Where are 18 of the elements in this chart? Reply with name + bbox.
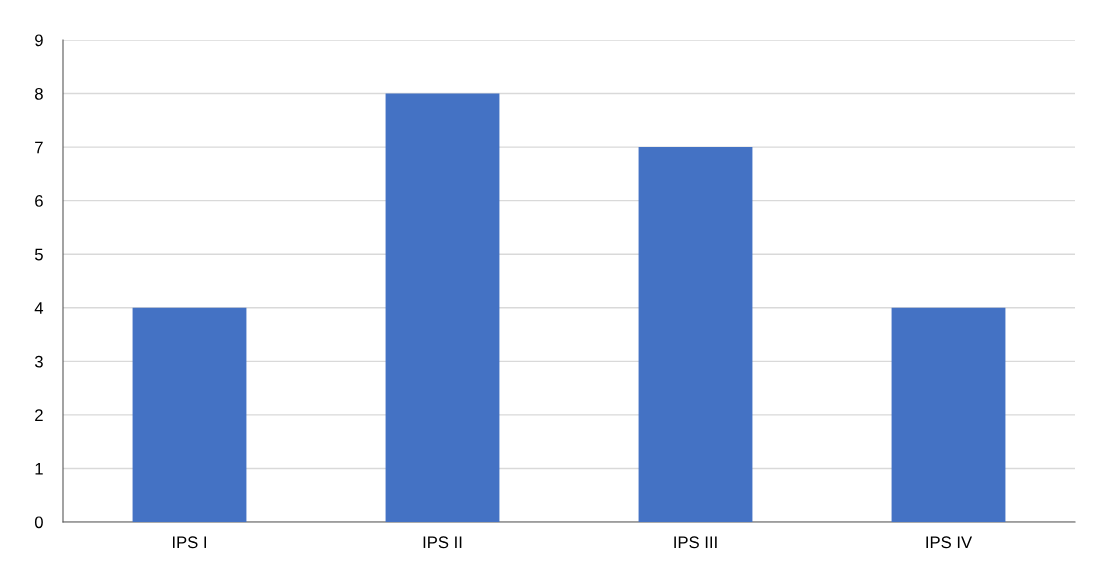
y-tick-label: 8 [35, 87, 43, 100]
y-tick-label: 5 [34, 248, 43, 261]
y-tick-label: 1 [35, 463, 43, 475]
x-tick-label: IPS I [172, 536, 207, 549]
y-tick-label: 9 [35, 34, 43, 47]
x-tick-label: IPS IV [926, 536, 973, 549]
y-tick-label: 6 [35, 195, 43, 207]
bar [638, 147, 753, 522]
bar [385, 93, 500, 522]
y-tick-label: 3 [34, 355, 43, 368]
y-tick-label: 2 [35, 409, 43, 421]
x-tick-label: IPS III [674, 536, 717, 549]
y-tick-label: 4 [34, 302, 44, 314]
y-tick-label: 0 [34, 516, 43, 529]
y-tick-label: 7 [35, 141, 43, 154]
bar [891, 307, 1006, 522]
bar [132, 307, 247, 522]
x-tick-label: IPS II [423, 536, 462, 549]
